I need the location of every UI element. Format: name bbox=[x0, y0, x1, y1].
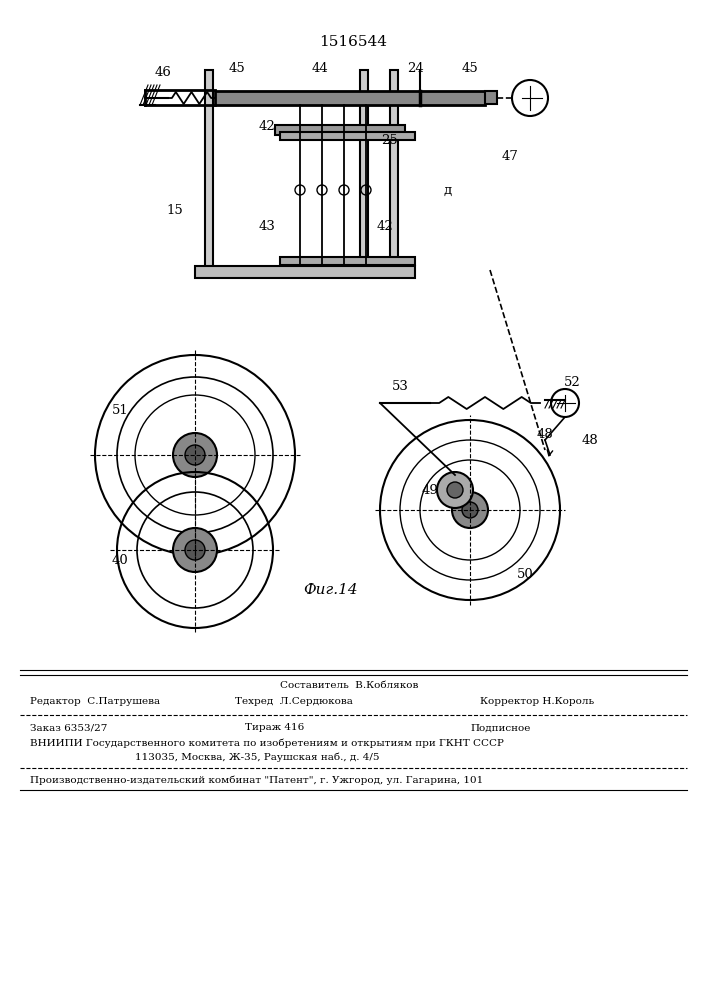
Text: Заказ 6353/27: Заказ 6353/27 bbox=[30, 724, 107, 732]
Text: 25: 25 bbox=[382, 133, 398, 146]
Text: 52: 52 bbox=[563, 376, 580, 389]
Text: 50: 50 bbox=[517, 568, 533, 582]
Text: 51: 51 bbox=[112, 403, 129, 416]
Circle shape bbox=[173, 528, 217, 572]
Text: 42: 42 bbox=[377, 220, 393, 232]
Text: Редактор  С.Патрушева: Редактор С.Патрушева bbox=[30, 698, 160, 706]
Circle shape bbox=[452, 492, 488, 528]
Bar bbox=[215, 91, 485, 105]
Text: Фиг.14: Фиг.14 bbox=[303, 583, 357, 597]
Bar bbox=[280, 132, 415, 140]
Text: д: д bbox=[444, 184, 452, 196]
Circle shape bbox=[185, 540, 205, 560]
Text: Корректор Н.Король: Корректор Н.Король bbox=[480, 698, 594, 706]
Text: 49: 49 bbox=[421, 484, 438, 496]
Text: Тираж 416: Тираж 416 bbox=[245, 724, 304, 732]
Circle shape bbox=[462, 502, 478, 518]
Circle shape bbox=[437, 472, 473, 508]
Text: Производственно-издательский комбинат "Патент", г. Ужгород, ул. Гагарина, 101: Производственно-издательский комбинат "П… bbox=[30, 775, 484, 785]
Text: 48: 48 bbox=[582, 434, 598, 446]
Text: 113035, Москва, Ж-35, Раушская наб., д. 4/5: 113035, Москва, Ж-35, Раушская наб., д. … bbox=[135, 752, 380, 762]
Bar bbox=[280, 257, 415, 265]
Bar bbox=[195, 266, 415, 278]
Text: 45: 45 bbox=[228, 62, 245, 75]
Bar bbox=[485, 91, 497, 104]
Text: Подписное: Подписное bbox=[470, 724, 530, 732]
Text: 24: 24 bbox=[407, 62, 423, 75]
Circle shape bbox=[185, 445, 205, 465]
Text: 42: 42 bbox=[259, 119, 275, 132]
Text: 45: 45 bbox=[462, 62, 479, 75]
Bar bbox=[390, 70, 398, 270]
Text: ВНИИПИ Государственного комитета по изобретениям и открытиям при ГКНТ СССР: ВНИИПИ Государственного комитета по изоб… bbox=[30, 738, 504, 748]
Text: Составитель  В.Кобляков: Составитель В.Кобляков bbox=[280, 680, 419, 690]
Bar bbox=[205, 70, 213, 270]
Text: 43: 43 bbox=[259, 220, 276, 232]
Text: 46: 46 bbox=[155, 66, 171, 79]
Text: 48: 48 bbox=[537, 428, 554, 442]
Bar bbox=[275, 125, 405, 135]
Text: 15: 15 bbox=[167, 204, 183, 217]
Text: Техред  Л.Сердюкова: Техред Л.Сердюкова bbox=[235, 698, 353, 706]
Text: 44: 44 bbox=[312, 62, 328, 75]
Text: 1516544: 1516544 bbox=[319, 35, 387, 49]
Circle shape bbox=[173, 433, 217, 477]
Text: 47: 47 bbox=[501, 149, 518, 162]
Text: 40: 40 bbox=[112, 554, 129, 566]
Bar bbox=[360, 70, 368, 270]
Circle shape bbox=[447, 482, 463, 498]
Text: 53: 53 bbox=[392, 379, 409, 392]
